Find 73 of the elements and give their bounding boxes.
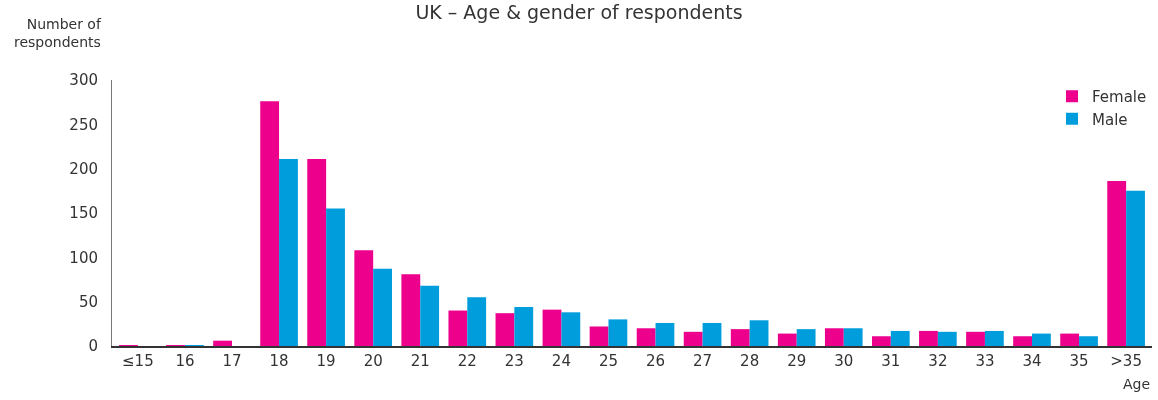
bar (730, 329, 750, 346)
bar (467, 297, 487, 346)
bar (608, 319, 628, 346)
bar (260, 101, 280, 346)
x-tick-label: 26 (645, 351, 666, 370)
x-tick-label: 27 (693, 351, 713, 370)
bar (561, 312, 581, 346)
y-tick-label: 200 (69, 159, 98, 178)
bar (589, 326, 609, 346)
bar (872, 336, 891, 346)
bar (683, 331, 703, 346)
x-tick-label: >35 (1110, 351, 1142, 370)
bar (495, 313, 515, 346)
bar (542, 309, 562, 346)
bar (919, 330, 938, 346)
x-tick-label: 20 (363, 351, 383, 370)
bar (1060, 333, 1080, 346)
x-tick-label: 18 (269, 351, 289, 370)
bar (824, 328, 844, 346)
bar (1079, 336, 1098, 346)
x-tick-label: 25 (598, 351, 619, 370)
bar (1126, 190, 1145, 346)
x-tick-label: 16 (175, 351, 195, 370)
x-tick-label: 23 (504, 351, 524, 370)
bar (636, 328, 656, 346)
x-tick-label: 19 (316, 351, 336, 370)
y-tick-label: 150 (69, 204, 98, 223)
bar (354, 250, 374, 346)
x-tick-label: 24 (551, 351, 571, 370)
y-tick-label: 250 (69, 115, 98, 134)
x-tick-label: 28 (740, 351, 760, 370)
bar (655, 322, 675, 346)
x-tick-label: 34 (1022, 351, 1042, 370)
bar (984, 330, 1004, 346)
legend-label: Male (1092, 110, 1128, 129)
x-tick-label: ≤15 (122, 351, 154, 370)
y-tick-label: 300 (69, 71, 98, 90)
bar (514, 306, 534, 346)
x-axis-title: Age (1123, 376, 1151, 392)
bar (1032, 333, 1051, 346)
bar (702, 322, 722, 346)
bar (749, 320, 769, 346)
x-tick-label: 32 (928, 351, 948, 370)
bar (843, 328, 863, 346)
x-tick-label: 29 (787, 351, 807, 370)
bar (279, 158, 298, 346)
bar (307, 158, 327, 346)
bar (326, 208, 345, 346)
bar (373, 268, 392, 346)
bar (1107, 181, 1127, 346)
x-tick-label: 33 (975, 351, 995, 370)
x-tick-label: 17 (222, 351, 242, 370)
x-tick-label: 30 (834, 351, 854, 370)
bar (401, 274, 421, 346)
bar (890, 330, 910, 346)
y-tick-label: 0 (88, 337, 98, 356)
bar (1013, 336, 1032, 346)
bar (937, 331, 957, 346)
bar (777, 333, 797, 346)
y-tick-label: 50 (78, 292, 98, 311)
bar (966, 331, 985, 346)
x-tick-label: 35 (1069, 351, 1089, 370)
legend-label: Female (1092, 88, 1147, 107)
bar (796, 329, 816, 346)
x-tick-label: 31 (881, 351, 901, 370)
bar (448, 310, 468, 346)
bar (420, 285, 440, 346)
x-tick-label: 21 (410, 351, 430, 370)
x-tick-label: 22 (457, 351, 477, 370)
chart-title: UK – Age & gender of respondents (415, 1, 743, 24)
y-axis-title: Number of respondents (14, 16, 102, 51)
bar (213, 340, 232, 346)
y-tick-label: 100 (69, 248, 98, 267)
